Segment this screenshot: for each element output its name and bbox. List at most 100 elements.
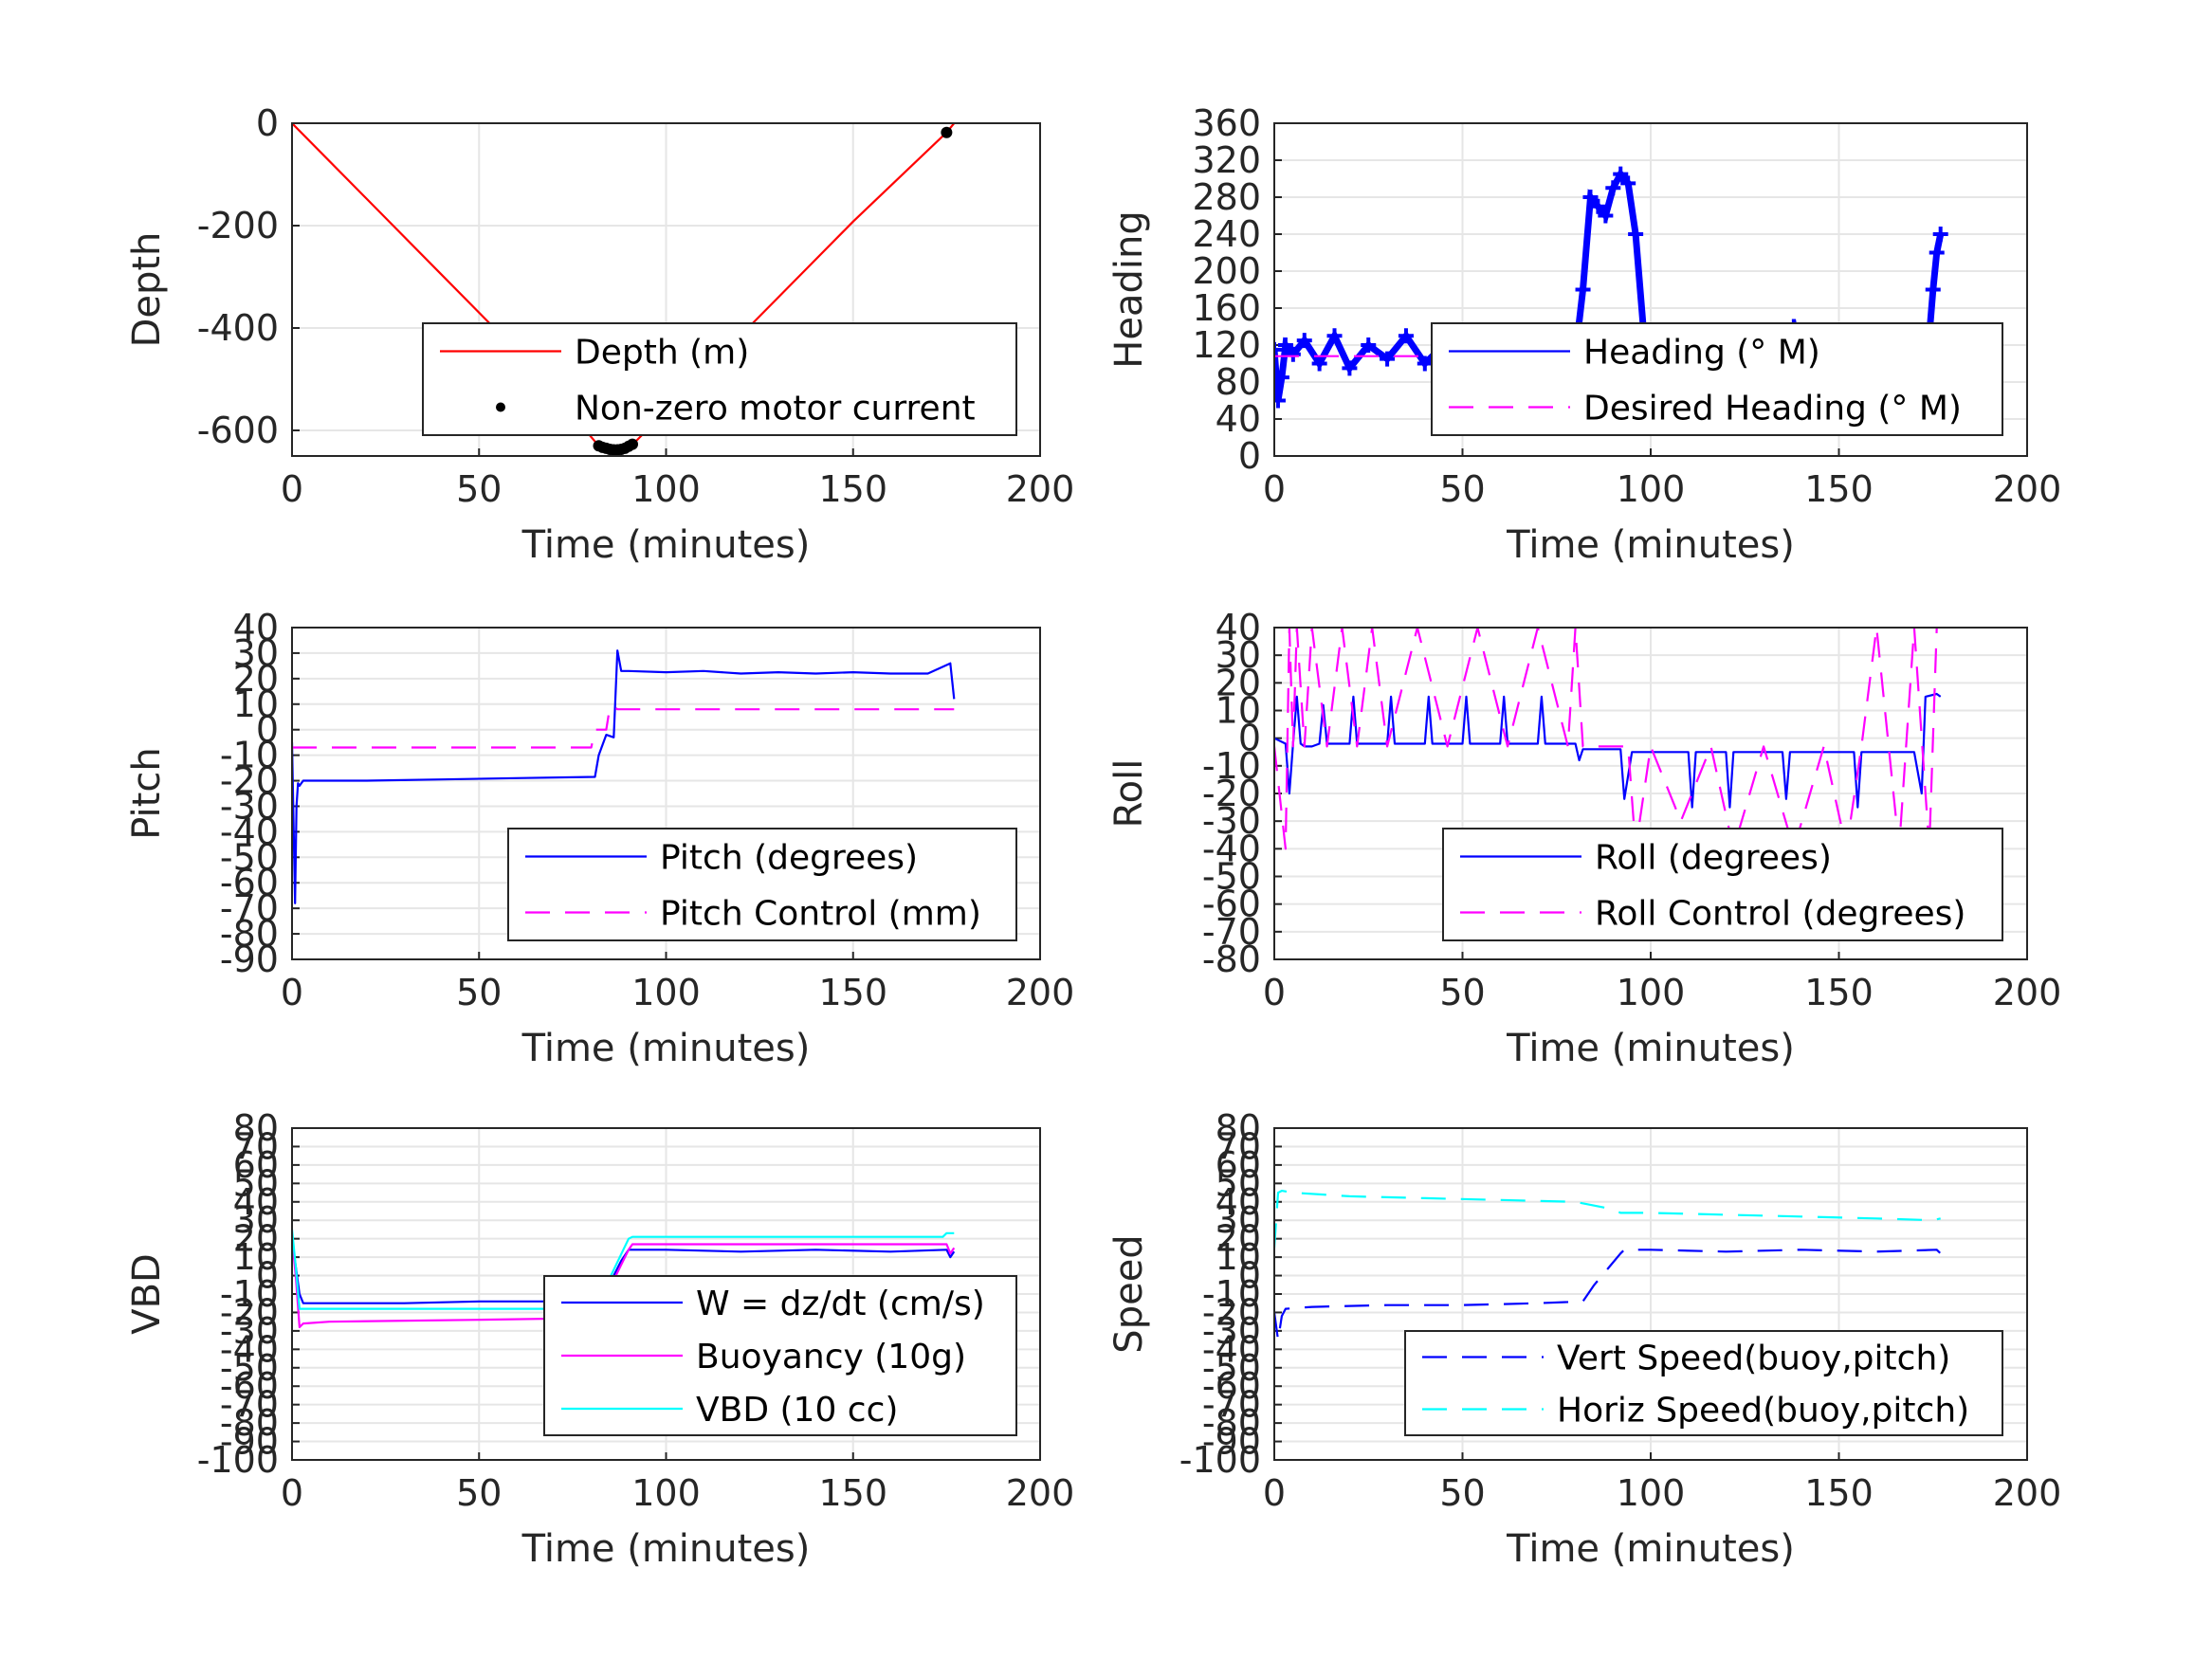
x-tick-label: 150 — [818, 1472, 887, 1514]
legend-non-zero-motor-current-marker — [496, 402, 505, 412]
y-tick-label: -80 — [220, 913, 279, 955]
y-tick-label: 70 — [1216, 1125, 1261, 1167]
x-tick-label: 100 — [631, 972, 701, 1013]
y-tick-label: -30 — [220, 1310, 279, 1352]
y-tick-label: 10 — [233, 684, 279, 725]
y-tick-label: -70 — [220, 1384, 279, 1426]
series-heading-m-marker — [1598, 208, 1614, 224]
x-tick-label: 50 — [456, 972, 502, 1013]
series-pitch-control-mm-line — [292, 705, 955, 749]
y-tick-label: 80 — [233, 1107, 279, 1149]
y-tick-label: -90 — [1202, 1421, 1261, 1463]
series-heading-m-marker — [1326, 328, 1343, 344]
y-tick-label: 70 — [233, 1125, 279, 1167]
legend-box — [1442, 828, 2003, 941]
x-tick-label: 50 — [1439, 468, 1485, 510]
x-tick-label: 100 — [1617, 1472, 1686, 1514]
legend-box — [422, 322, 1017, 436]
legend-pitch-degrees-label: Pitch (degrees) — [660, 839, 918, 878]
x-tick-label: 100 — [1617, 468, 1686, 510]
plot-layer — [1274, 1190, 1942, 1341]
legend: W = dz/dt (cm/s) Buoyancy (10g) VBD (10 cc… — [543, 1275, 1017, 1436]
series-vbd-10-cc-line — [292, 1229, 955, 1310]
y-tick-label: 0 — [1238, 1255, 1261, 1297]
legend-vbd-10-cc-label: VBD (10 cc) — [696, 1391, 898, 1430]
legend-box — [507, 828, 1017, 941]
legend-desired-heading-m-label: Desired Heading (° M) — [1583, 390, 1962, 428]
y-tick-label: -60 — [220, 1365, 279, 1407]
y-tick-label: -20 — [220, 760, 279, 802]
x-axis-label: Time (minutes) — [1506, 1527, 1795, 1571]
y-tick-label: -40 — [220, 1328, 279, 1370]
y-tick-label: 20 — [233, 1218, 279, 1260]
y-tick-label: -50 — [1202, 856, 1261, 898]
x-axis-label: Time (minutes) — [521, 523, 811, 567]
x-tick-label: 200 — [1993, 972, 2062, 1013]
series-heading-m-marker — [1274, 341, 1282, 357]
y-axis-label: Depth — [125, 232, 169, 348]
plot-layer — [292, 123, 956, 456]
y-tick-label: 30 — [1216, 1199, 1261, 1241]
series-heading-m-marker — [1605, 180, 1621, 196]
y-tick-label: -70 — [220, 887, 279, 929]
y-tick-label: -10 — [1202, 1273, 1261, 1315]
y-tick-label: -200 — [197, 205, 279, 246]
series-heading-m-marker — [1932, 227, 1948, 242]
y-tick-label: -50 — [220, 836, 279, 878]
y-tick-label: 30 — [233, 1199, 279, 1241]
legend-non-zero-motor-current-label: Non-zero motor current — [575, 390, 976, 428]
legend: Roll (degrees) Roll Control (degrees) — [1442, 828, 2003, 941]
y-tick-label: -100 — [197, 1439, 279, 1481]
y-tick-label: -90 — [220, 1421, 279, 1463]
y-tick-label: 10 — [1216, 690, 1261, 732]
y-tick-label: -40 — [1202, 1328, 1261, 1370]
legend: Heading (° M) Desired Heading (° M) — [1431, 322, 2003, 436]
y-tick-label: 30 — [233, 632, 279, 674]
series-non-zero-motor-current-point — [626, 438, 638, 450]
y-axis-label: Roll — [1107, 759, 1151, 829]
series-heading-m-marker — [1582, 190, 1599, 205]
x-tick-label: 50 — [456, 1472, 502, 1514]
y-tick-label: -10 — [220, 1273, 279, 1315]
y-tick-label: -80 — [1202, 1402, 1261, 1444]
y-tick-label: 40 — [1216, 398, 1261, 440]
y-tick-label: -50 — [220, 1347, 279, 1389]
y-tick-label: 80 — [1216, 361, 1261, 403]
y-tick-label: 0 — [1238, 718, 1261, 759]
axes-frame — [291, 627, 1041, 960]
y-tick-label: -30 — [1202, 800, 1261, 842]
y-tick-label: 40 — [233, 607, 279, 648]
x-tick-label: 200 — [1993, 1472, 2062, 1514]
legend: Vert Speed(buoy,pitch) Horiz Speed(buoy,p… — [1404, 1330, 2003, 1436]
legend-heading-m-label: Heading (° M) — [1583, 334, 1820, 373]
y-tick-label: -10 — [220, 735, 279, 776]
y-tick-label: 40 — [1216, 607, 1261, 648]
x-tick-label: 200 — [1006, 468, 1075, 510]
legend-vert-speed-buoy-pitch-label: Vert Speed(buoy,pitch) — [1557, 1340, 1950, 1378]
x-tick-label: 150 — [1804, 1472, 1874, 1514]
legend-w-dz-dt-cm-s-label: W = dz/dt (cm/s) — [696, 1285, 985, 1323]
x-tick-label: 50 — [456, 468, 502, 510]
y-tick-label: -40 — [220, 811, 279, 852]
series-vert-speed-buoy-pitch-line — [1274, 1249, 1942, 1341]
chart-panel-1: 0 50 100 150 200 0 -200 -400 -600 Time (minutes) D… — [125, 102, 1074, 567]
x-tick-label: 200 — [1993, 468, 2062, 510]
y-tick-label: 20 — [1216, 1218, 1261, 1260]
legend: Depth (m) Non-zero motor current — [422, 322, 1017, 436]
series-heading-m-marker — [1925, 282, 1941, 298]
x-tick-label: 0 — [281, 468, 303, 510]
x-tick-label: 100 — [631, 1472, 701, 1514]
series-heading-m-marker — [1361, 337, 1377, 353]
x-tick-label: 50 — [1439, 972, 1485, 1013]
y-tick-label: -50 — [1202, 1347, 1261, 1389]
chart-panel-3: 0 50 100 150 200403020100-10-20-30-40-50-60-… — [125, 607, 1074, 1070]
chart-panel-2: 0 50 100 150 20004080120160200240280320360Ti… — [1107, 102, 2061, 567]
chart-panel-5: 0 50 100 150 20080706050403020100-10-20-30-4… — [125, 1107, 1074, 1571]
y-tick-label: 20 — [1216, 662, 1261, 703]
y-tick-label: 360 — [1192, 102, 1261, 144]
legend-horiz-speed-buoy-pitch-label: Horiz Speed(buoy,pitch) — [1557, 1392, 1969, 1431]
x-axis-label: Time (minutes) — [1506, 523, 1795, 567]
x-tick-label: 0 — [1263, 1472, 1286, 1514]
y-tick-label: 200 — [1192, 250, 1261, 292]
